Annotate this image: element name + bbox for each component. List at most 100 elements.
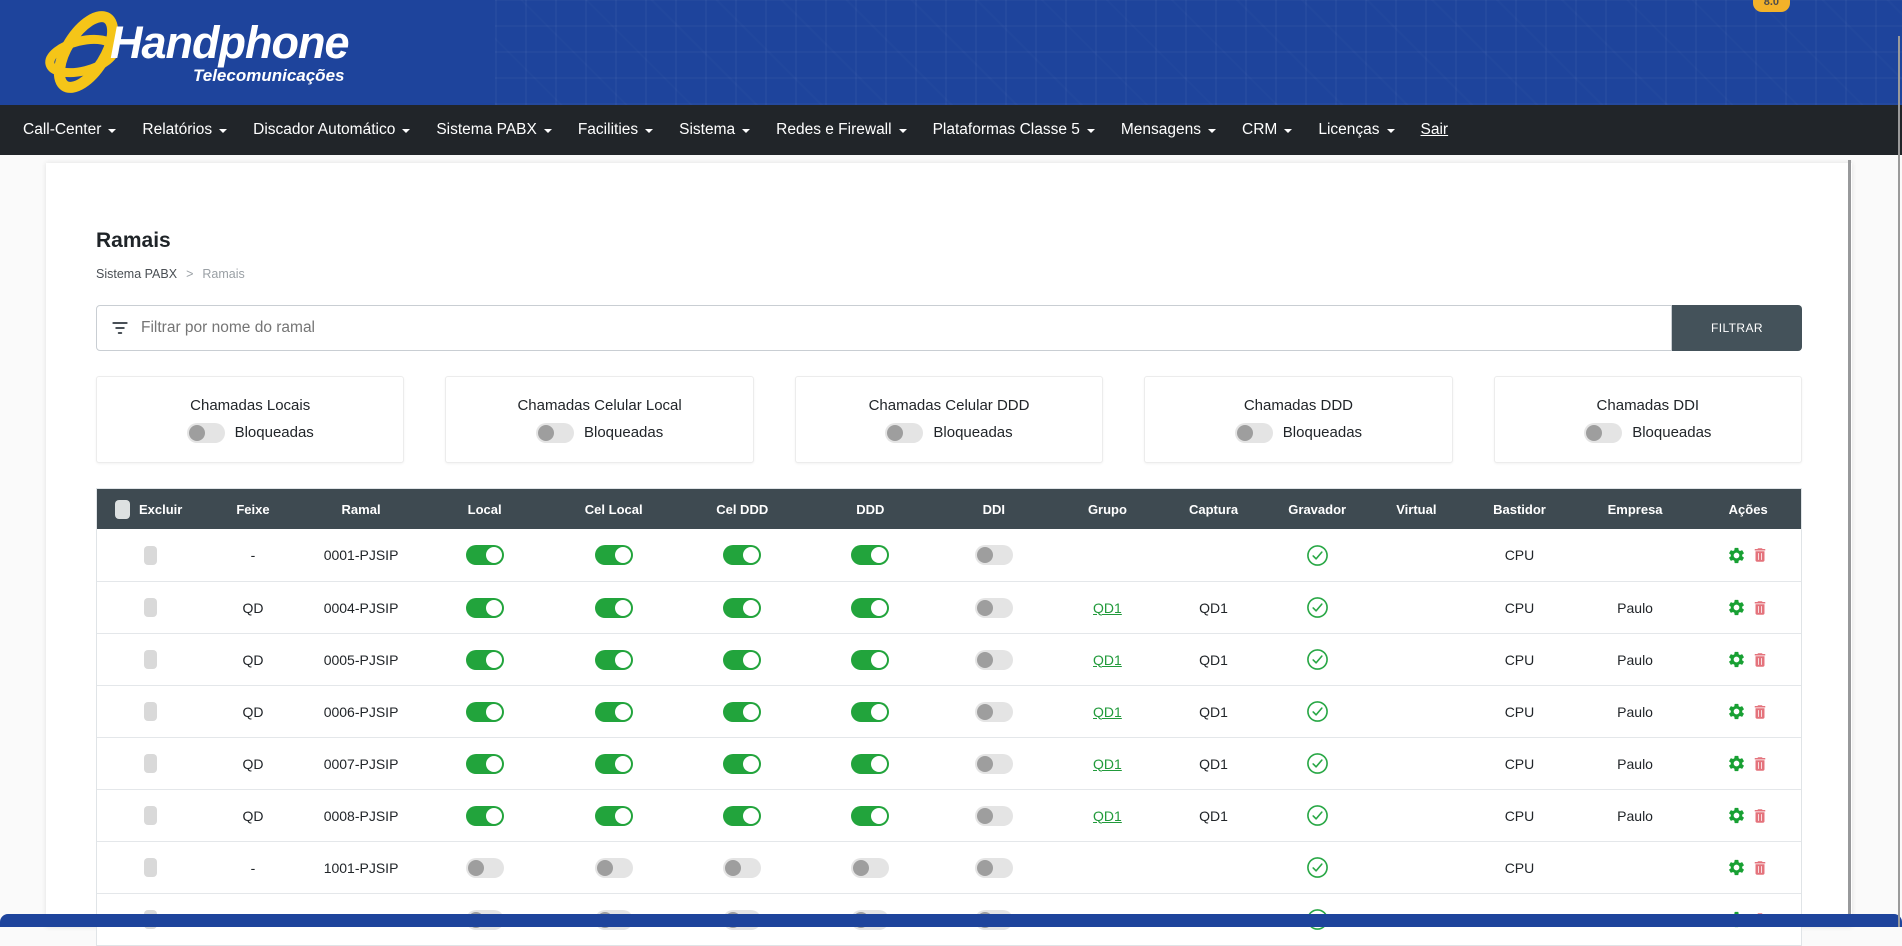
- ddi-toggle[interactable]: [975, 754, 1013, 774]
- grupo-link[interactable]: QD1: [1093, 808, 1122, 824]
- ddi-cell: [934, 858, 1054, 878]
- row-checkbox[interactable]: [144, 702, 157, 721]
- nav-item[interactable]: Plataformas Classe 5: [920, 121, 1108, 139]
- ddd-toggle[interactable]: [851, 545, 889, 565]
- ddi-toggle[interactable]: [975, 702, 1013, 722]
- ddd-toggle[interactable]: [851, 650, 889, 670]
- toggle-knob: [486, 652, 502, 668]
- ddi-toggle[interactable]: [975, 858, 1013, 878]
- footer-bar: [0, 914, 1902, 927]
- nav-item[interactable]: Redes e Firewall: [763, 121, 919, 139]
- inner-scrollbar[interactable]: [1848, 160, 1851, 927]
- cel-local-toggle[interactable]: [595, 702, 633, 722]
- blocked-toggle[interactable]: [536, 423, 574, 443]
- settings-button[interactable]: [1727, 598, 1746, 617]
- row-checkbox[interactable]: [144, 806, 157, 825]
- delete-button[interactable]: [1751, 859, 1769, 877]
- blocked-toggle[interactable]: [885, 423, 923, 443]
- col-header-gravador: Gravador: [1266, 502, 1369, 517]
- cel-ddd-toggle[interactable]: [723, 702, 761, 722]
- ddi-toggle[interactable]: [975, 545, 1013, 565]
- ddd-toggle[interactable]: [851, 598, 889, 618]
- settings-button[interactable]: [1727, 546, 1746, 565]
- toggle-knob: [615, 547, 631, 563]
- ddi-toggle[interactable]: [975, 650, 1013, 670]
- delete-button[interactable]: [1751, 546, 1769, 564]
- local-toggle[interactable]: [466, 650, 504, 670]
- grupo-link[interactable]: QD1: [1093, 756, 1122, 772]
- table-header-row: Excluir Feixe Ramal Local Cel Local Cel …: [97, 489, 1801, 529]
- nav-item[interactable]: Licenças: [1305, 121, 1407, 139]
- cel-local-cell: [549, 702, 678, 722]
- select-all-checkbox[interactable]: [115, 500, 130, 519]
- local-toggle[interactable]: [466, 545, 504, 565]
- bastidor-cell: CPU: [1464, 756, 1575, 772]
- blocked-toggle[interactable]: [1584, 423, 1622, 443]
- delete-button[interactable]: [1751, 651, 1769, 669]
- gravador-cell: [1266, 596, 1369, 619]
- brand-text: Handphone Telecomunicações: [110, 20, 348, 86]
- ddd-toggle[interactable]: [851, 702, 889, 722]
- row-checkbox[interactable]: [144, 754, 157, 773]
- local-toggle[interactable]: [466, 754, 504, 774]
- cel-ddd-toggle[interactable]: [723, 598, 761, 618]
- ddi-toggle[interactable]: [975, 806, 1013, 826]
- breadcrumb-parent[interactable]: Sistema PABX: [96, 267, 177, 282]
- nav-item[interactable]: CRM: [1229, 121, 1305, 139]
- row-checkbox[interactable]: [144, 858, 157, 877]
- delete-button[interactable]: [1751, 807, 1769, 825]
- grupo-link[interactable]: QD1: [1093, 600, 1122, 616]
- cel-local-toggle[interactable]: [595, 858, 633, 878]
- grupo-link[interactable]: QD1: [1093, 704, 1122, 720]
- cel-ddd-toggle[interactable]: [723, 858, 761, 878]
- cel-local-toggle[interactable]: [595, 806, 633, 826]
- cel-local-toggle[interactable]: [595, 545, 633, 565]
- row-checkbox[interactable]: [144, 546, 157, 565]
- ddd-toggle[interactable]: [851, 806, 889, 826]
- nav-item[interactable]: Discador Automático: [240, 121, 423, 139]
- delete-button[interactable]: [1751, 599, 1769, 617]
- nav-item[interactable]: Relatórios: [129, 121, 240, 139]
- row-checkbox[interactable]: [144, 650, 157, 669]
- toggle-knob: [977, 600, 993, 616]
- nav-item[interactable]: Sistema: [666, 121, 763, 139]
- cel-ddd-toggle[interactable]: [723, 545, 761, 565]
- cel-ddd-toggle[interactable]: [723, 650, 761, 670]
- cel-local-toggle[interactable]: [595, 650, 633, 670]
- window-scrollbar[interactable]: [1898, 36, 1900, 927]
- blocked-toggle[interactable]: [187, 423, 225, 443]
- ddd-toggle[interactable]: [851, 858, 889, 878]
- settings-button[interactable]: [1727, 702, 1746, 721]
- filter-input[interactable]: [96, 305, 1672, 351]
- cel-local-toggle[interactable]: [595, 598, 633, 618]
- filter-icon: [110, 318, 130, 338]
- delete-button[interactable]: [1751, 755, 1769, 773]
- ddd-toggle[interactable]: [851, 754, 889, 774]
- excluir-cell: [97, 598, 204, 617]
- nav-item[interactable]: Sair: [1408, 121, 1477, 139]
- delete-button[interactable]: [1751, 703, 1769, 721]
- ddi-cell: [934, 650, 1054, 670]
- ddi-toggle[interactable]: [975, 598, 1013, 618]
- blocked-toggle[interactable]: [1235, 423, 1273, 443]
- nav-item[interactable]: Sistema PABX: [423, 121, 565, 139]
- settings-button[interactable]: [1727, 806, 1746, 825]
- nav-item[interactable]: Call-Center: [10, 121, 129, 139]
- settings-button[interactable]: [1727, 754, 1746, 773]
- cel-ddd-toggle[interactable]: [723, 806, 761, 826]
- cel-local-toggle[interactable]: [595, 754, 633, 774]
- toggle-knob: [1237, 425, 1253, 441]
- settings-button[interactable]: [1727, 650, 1746, 669]
- nav-item[interactable]: Mensagens: [1108, 121, 1229, 139]
- grupo-link[interactable]: QD1: [1093, 652, 1122, 668]
- filter-button[interactable]: FILTRAR: [1672, 305, 1802, 351]
- local-toggle[interactable]: [466, 806, 504, 826]
- cel-ddd-toggle[interactable]: [723, 754, 761, 774]
- version-badge: 8.0: [1753, 0, 1790, 12]
- local-toggle[interactable]: [466, 858, 504, 878]
- settings-button[interactable]: [1727, 858, 1746, 877]
- local-toggle[interactable]: [466, 598, 504, 618]
- local-toggle[interactable]: [466, 702, 504, 722]
- row-checkbox[interactable]: [144, 598, 157, 617]
- nav-item[interactable]: Facilities: [565, 121, 666, 139]
